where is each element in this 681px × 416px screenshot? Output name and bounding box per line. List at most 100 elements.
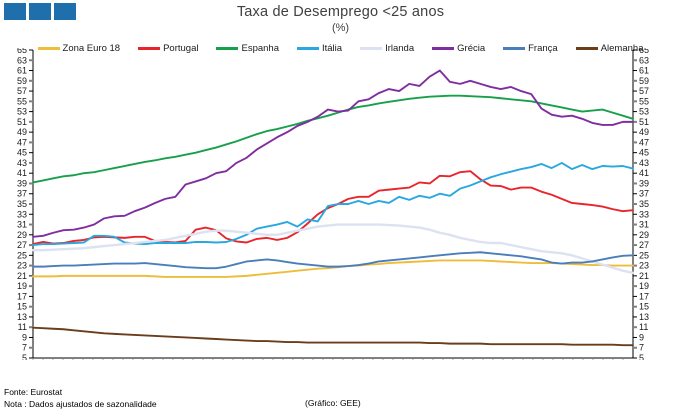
y-tick-label: 47 [17,137,27,147]
y-tick-label: 51 [17,117,27,127]
y-tick-label: 49 [639,127,649,137]
legend-item-espanha[interactable]: Espanha [216,43,279,54]
y-tick-label: 63 [17,55,27,65]
legend-swatch-icon [360,47,383,50]
legend-label: Alemanha [600,43,644,54]
y-tick-label: 41 [639,168,649,178]
chart-plot-area: 5 5 7 7 9 9 11 11 13 13 15 15 17 17 19 19 21 21 23 23 25 25 27… [0,48,681,360]
y-tick-label: 49 [17,127,27,137]
y-tick-label: 35 [17,199,27,209]
y-tick-label: 27 [17,240,27,250]
footer-note: Nota : Dados ajustados de sazonalidade [4,399,157,409]
y-tick-label: 31 [639,220,649,230]
legend-label: Zona Euro 18 [62,43,121,54]
legend-swatch-icon [37,47,60,50]
gee-logo [4,3,76,20]
legend-swatch-icon [297,47,319,50]
y-tick-label: 39 [639,178,649,188]
y-tick-label: 37 [17,189,27,199]
y-tick-label: 23 [639,261,649,271]
y-tick-label: 43 [639,158,649,168]
y-tick-label: 47 [639,137,649,147]
legend-item-fran-a[interactable]: França [503,43,558,54]
y-tick-label: 17 [639,291,649,301]
y-tick-label: 9 [639,332,644,342]
legend-swatch-icon [138,47,161,50]
y-tick-label: 21 [17,271,27,281]
y-tick-label: 51 [639,117,649,127]
y-tick-label: 53 [639,107,649,117]
legend-label: Portugal [163,43,199,54]
legend-item-it-lia[interactable]: Itália [297,43,342,54]
y-tick-label: 7 [22,343,27,353]
y-tick-label: 63 [639,55,649,65]
legend-label: Espanha [241,43,279,54]
legend-swatch-icon [575,47,598,50]
series-line-gr-cia [32,69,634,238]
series-line-alemanha [32,326,634,347]
legend-label: Grécia [457,43,486,54]
y-tick-label: 43 [17,158,27,168]
legend-item-gr-cia[interactable]: Grécia [432,43,485,54]
logo-square [4,3,26,20]
y-tick-label: 21 [639,271,649,281]
legend-swatch-icon [216,47,239,50]
y-tick-label: 55 [639,96,649,106]
y-tick-label: 39 [17,178,27,188]
y-tick-label: 35 [639,199,649,209]
y-tick-label: 13 [17,312,27,322]
logo-square [54,3,76,20]
series-line-it-lia [32,161,634,247]
chart-subtitle: (%) [331,22,350,34]
y-tick-label: 57 [639,86,649,96]
y-tick-label: 61 [639,66,649,76]
y-tick-label: 15 [639,302,649,312]
y-tick-label: 61 [17,66,27,76]
y-tick-label: 29 [17,230,27,240]
legend-item-alemanha[interactable]: Alemanha [575,43,644,54]
y-tick-label: 7 [639,343,644,353]
y-tick-label: 59 [639,76,649,86]
y-tick-label: 31 [17,220,27,230]
y-tick-label: 23 [17,261,27,271]
y-tick-label: 65 [17,48,27,55]
legend-label: Itália [322,43,343,54]
y-tick-label: 19 [17,281,27,291]
y-tick-label: 45 [17,148,27,158]
y-tick-label: 25 [639,250,649,260]
legend-item-portugal[interactable]: Portugal [138,43,198,54]
y-tick-label: 33 [17,209,27,219]
y-tick-label: 59 [17,76,27,86]
y-tick-label: 11 [18,322,27,332]
y-tick-label: 33 [639,209,649,219]
footer-credit: (Gráfico: GEE) [305,398,361,408]
legend-label: Irlanda [385,43,415,54]
y-tick-label: 27 [639,240,649,250]
y-tick-label: 45 [639,148,649,158]
y-tick-label: 41 [17,168,27,178]
logo-square [29,3,51,20]
y-tick-label: 25 [17,250,27,260]
y-tick-label: 5 [639,353,644,360]
legend-item-zona-euro-18[interactable]: Zona Euro 18 [37,43,121,54]
y-tick-label: 5 [22,353,27,360]
y-tick-label: 11 [639,322,648,332]
y-tick-label: 65 [639,48,649,55]
y-tick-label: 55 [17,96,27,106]
legend-swatch-icon [503,47,526,50]
legend-item-irlanda[interactable]: Irlanda [360,43,414,54]
y-tick-label: 57 [17,86,27,96]
legend-swatch-icon [432,47,455,50]
legend-label: França [528,43,558,54]
series-line-irlanda [31,223,635,274]
chart-legend: Zona Euro 18 Portugal Espanha Itália Irlanda… [0,43,681,54]
series-line-portugal [32,170,634,245]
series-line-zona-euro-18 [32,259,634,278]
series-line-fran-a [32,251,634,270]
y-tick-label: 13 [639,312,649,322]
footer-notes: Fonte: Eurostat Nota : Dados ajustados d… [4,386,157,410]
y-tick-label: 53 [17,107,27,117]
series-line-espanha [32,94,634,184]
y-tick-label: 15 [17,302,27,312]
